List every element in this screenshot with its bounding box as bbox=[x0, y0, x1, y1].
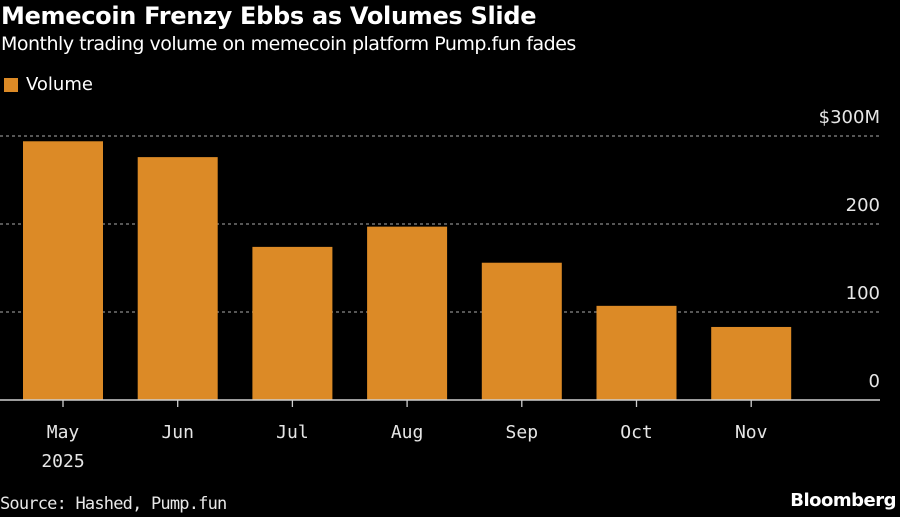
chart-title: Memecoin Frenzy Ebbs as Volumes Slide bbox=[1, 2, 537, 30]
legend: Volume bbox=[4, 74, 93, 95]
y-tick-label: $300M bbox=[819, 107, 880, 128]
x-tick-label: Oct bbox=[620, 422, 653, 443]
bar-sep bbox=[481, 262, 562, 400]
x-tick-label: May bbox=[47, 422, 80, 443]
bloomberg-logo: Bloomberg bbox=[790, 490, 896, 511]
y-tick-label: 0 bbox=[869, 371, 880, 392]
x-tick-label: Nov bbox=[735, 422, 768, 443]
x-tick-sublabel: 2025 bbox=[41, 451, 84, 472]
legend-swatch bbox=[4, 77, 18, 92]
bar-jun bbox=[137, 157, 218, 400]
y-tick-label: 200 bbox=[846, 195, 880, 216]
bar-may bbox=[23, 141, 103, 400]
bar-jul bbox=[252, 246, 333, 400]
x-tick-label: Sep bbox=[506, 422, 539, 443]
y-tick-label: 100 bbox=[846, 283, 880, 304]
bar-oct bbox=[596, 305, 677, 400]
legend-label: Volume bbox=[26, 74, 93, 95]
source-note: Source: Hashed, Pump.fun bbox=[0, 494, 227, 514]
x-tick-label: Jul bbox=[276, 422, 309, 443]
x-tick-label: Jun bbox=[161, 422, 194, 443]
chart-subtitle: Monthly trading volume on memecoin platf… bbox=[1, 33, 576, 55]
bar-nov bbox=[711, 326, 792, 400]
x-tick-label: Aug bbox=[391, 422, 424, 443]
bar-aug bbox=[367, 226, 448, 400]
